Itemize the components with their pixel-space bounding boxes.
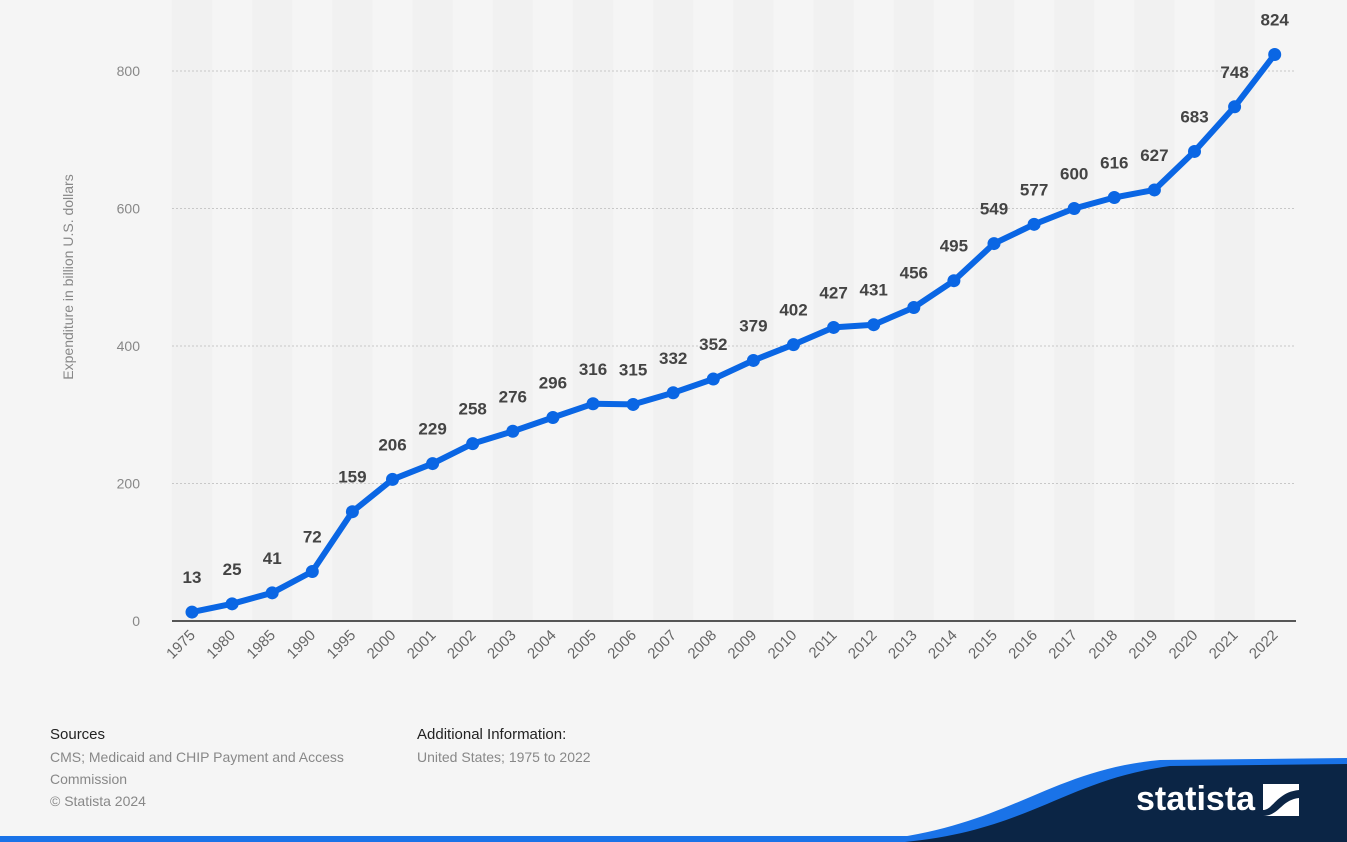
data-point[interactable] — [265, 586, 279, 600]
data-point[interactable] — [1268, 48, 1282, 61]
y-tick-label: 400 — [117, 338, 141, 354]
additional-info-heading: Additional Information: — [417, 726, 567, 743]
category-stripe — [813, 0, 854, 621]
data-point[interactable] — [746, 353, 760, 367]
data-label: 549 — [980, 200, 1008, 219]
chart-area: 0 200 400 600 800 Expenditure in billion U.S… — [0, 0, 1347, 700]
plot-background — [0, 0, 1347, 700]
category-stripe — [171, 0, 213, 621]
additional-info-block: Additional Information: United States; 1… — [417, 724, 717, 768]
data-point[interactable] — [386, 472, 399, 486]
y-tick-label: 600 — [117, 201, 141, 217]
data-point[interactable] — [1188, 144, 1201, 158]
data-labels: 13 25 41 72 159 206 229 258 276 296 316 315 332 352 37… — [183, 11, 1290, 588]
data-label: 316 — [579, 360, 607, 379]
category-stripe — [492, 0, 533, 621]
y-tick-label: 800 — [117, 63, 141, 79]
data-points — [185, 48, 1282, 619]
data-point[interactable] — [185, 605, 199, 619]
data-label: 427 — [819, 283, 847, 302]
category-stripe — [1054, 0, 1095, 621]
data-label: 13 — [183, 568, 202, 587]
line-chart: 0 200 400 600 800 Expenditure in billion U.S… — [0, 0, 1347, 700]
data-label: 495 — [940, 237, 968, 256]
data-label: 402 — [779, 301, 807, 320]
additional-info-text: United States; 1975 to 2022 — [417, 749, 591, 765]
data-point[interactable] — [666, 386, 680, 400]
category-stripe — [653, 0, 694, 621]
statista-wordmark: statista — [1136, 780, 1256, 818]
sources-heading: Sources — [50, 726, 106, 743]
data-point[interactable] — [225, 597, 239, 611]
brand-band — [905, 764, 1347, 842]
background-stripes — [0, 0, 1347, 700]
data-point[interactable] — [907, 301, 921, 314]
sources-text-line1: CMS; Medicaid and CHIP Payment and Acces… — [50, 749, 344, 765]
data-label: 616 — [1100, 154, 1128, 173]
data-point[interactable] — [987, 237, 1001, 251]
data-label: 159 — [338, 468, 366, 487]
data-point[interactable] — [787, 338, 800, 352]
data-label: 600 — [1060, 165, 1088, 184]
data-point[interactable] — [345, 505, 359, 519]
data-point[interactable] — [626, 397, 640, 411]
y-tick-label: 0 — [132, 613, 140, 629]
data-point[interactable] — [947, 274, 961, 288]
brand-banner — [0, 758, 1347, 842]
data-label: 72 — [303, 528, 322, 547]
data-point[interactable] — [506, 424, 520, 438]
data-point[interactable] — [466, 437, 480, 451]
data-label: 276 — [499, 387, 527, 406]
data-point[interactable] — [1228, 100, 1242, 114]
category-stripe — [252, 0, 293, 621]
data-label: 577 — [1020, 180, 1048, 199]
data-point[interactable] — [1027, 217, 1041, 231]
statista-logo-icon — [1263, 783, 1300, 816]
data-label: 683 — [1180, 107, 1208, 126]
data-label: 431 — [860, 281, 888, 300]
footer-accent-line — [0, 836, 1347, 842]
data-point[interactable] — [1107, 191, 1121, 204]
data-point[interactable] — [546, 411, 560, 424]
y-tick-labels: 0 200 400 600 800 — [117, 63, 141, 629]
data-point[interactable] — [867, 318, 881, 332]
data-label: 206 — [378, 435, 406, 454]
data-label: 824 — [1261, 11, 1290, 30]
footer: Sources CMS; Medicaid and CHIP Payment a… — [0, 700, 1347, 842]
data-label: 379 — [739, 316, 767, 335]
series-line — [189, 51, 1278, 616]
sources-text-line2: Commission — [50, 771, 128, 787]
data-point[interactable] — [1147, 183, 1161, 197]
data-label: 315 — [619, 360, 647, 379]
statista-logo[interactable]: statista — [1136, 780, 1300, 819]
data-label: 258 — [459, 400, 487, 419]
category-stripe — [412, 0, 453, 621]
y-tick-label: 200 — [117, 476, 141, 492]
data-point[interactable] — [426, 457, 440, 471]
data-point[interactable] — [1067, 202, 1081, 215]
data-label: 229 — [418, 420, 446, 439]
data-point[interactable] — [827, 320, 841, 334]
x-tick-labels: 1975 1980 1985 1990 1995 2000 2001 2002 2003 2004… — [163, 627, 1281, 663]
data-point[interactable] — [706, 372, 720, 386]
data-label: 748 — [1220, 63, 1248, 82]
data-label: 41 — [263, 549, 282, 568]
copyright-text: © Statista 2024 — [50, 793, 146, 809]
data-point[interactable] — [305, 565, 319, 578]
data-label: 332 — [659, 349, 687, 368]
y-axis-label: Expenditure in billion U.S. dollars — [60, 174, 76, 379]
data-label: 456 — [900, 264, 928, 283]
data-label: 296 — [539, 374, 567, 393]
category-stripe — [733, 0, 774, 621]
sources-block: Sources CMS; Medicaid and CHIP Payment a… — [50, 724, 410, 812]
data-label: 352 — [699, 335, 727, 354]
category-stripe — [1134, 0, 1175, 621]
category-stripe — [572, 0, 614, 621]
gridlines — [172, 70, 1296, 484]
data-point[interactable] — [586, 397, 600, 411]
category-stripe — [973, 0, 1015, 621]
data-label: 627 — [1140, 146, 1168, 165]
data-label: 25 — [223, 560, 242, 579]
